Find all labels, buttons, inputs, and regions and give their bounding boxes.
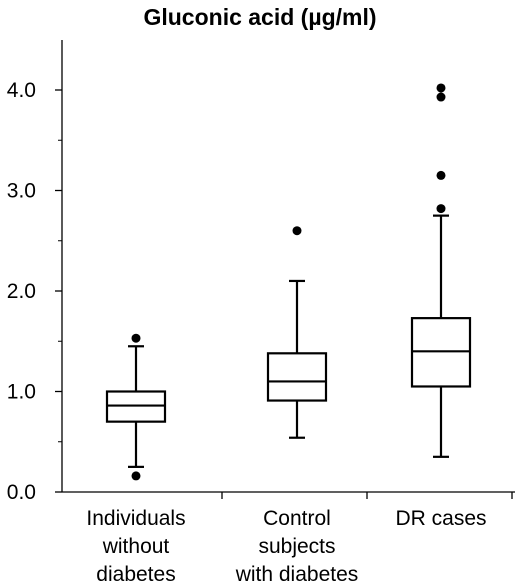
- outlier-point: [436, 83, 446, 93]
- category-label: without: [102, 535, 170, 558]
- y-tick-label: 1.0: [7, 381, 36, 404]
- boxes: [105, 83, 472, 481]
- category-label: subjects: [258, 535, 335, 558]
- outlier-point: [131, 333, 141, 343]
- outlier-point: [436, 92, 446, 102]
- category-label: with diabetes: [235, 563, 359, 586]
- y-tick-label: 4.0: [7, 79, 36, 102]
- chart-title: Gluconic acid (µg/ml): [143, 4, 377, 30]
- category-labels: Individuals without diabetes Control subject…: [86, 507, 486, 586]
- box-group: [410, 83, 472, 458]
- y-tick-label: 0.0: [7, 481, 36, 504]
- outlier-point: [436, 204, 446, 214]
- y-tick-label: 3.0: [7, 180, 36, 203]
- outlier-point: [292, 226, 302, 236]
- y-tick-label: 2.0: [7, 280, 36, 303]
- outlier-point: [131, 471, 141, 481]
- category-label: Individuals: [86, 507, 185, 530]
- box-group: [105, 333, 167, 481]
- box-group: [266, 226, 328, 439]
- category-label: DR cases: [395, 507, 486, 530]
- category-label: Control: [263, 507, 331, 530]
- axes: 0.0 1.0 2.0 3.0 4.0: [7, 40, 515, 504]
- iqr-box: [266, 352, 328, 402]
- outlier-point: [436, 170, 446, 180]
- category-label: diabetes: [96, 563, 175, 586]
